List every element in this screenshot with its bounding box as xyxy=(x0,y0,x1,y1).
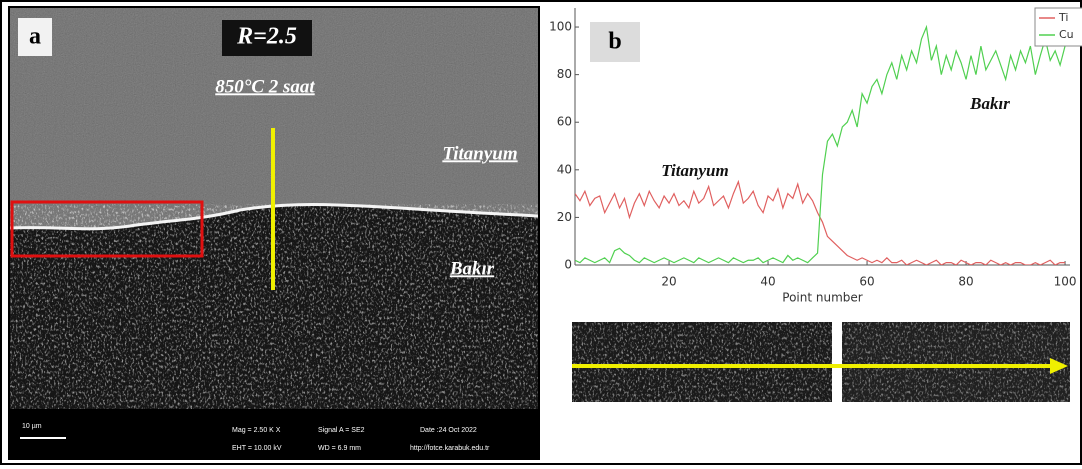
y-tick-label: 80 xyxy=(557,67,572,81)
scan-strip xyxy=(572,322,1070,402)
panel-label: a xyxy=(29,24,41,50)
info-text: Signal A = SE2 xyxy=(318,427,365,434)
y-tick-label: 60 xyxy=(557,115,572,129)
plot-area xyxy=(575,24,1066,265)
y-tick-label: 100 xyxy=(549,20,572,34)
x-tick-label: 100 xyxy=(1054,275,1077,289)
data-line xyxy=(575,24,1066,264)
x-tick-label: 40 xyxy=(760,275,775,289)
label-box xyxy=(590,22,640,62)
y-tick-label: 0 xyxy=(564,258,572,272)
x-tick-label: 80 xyxy=(958,275,973,289)
y-tick-label: 20 xyxy=(557,210,572,224)
panel-label: b xyxy=(608,29,621,55)
annotation: Bakır xyxy=(969,94,1010,113)
info-text: EHT = 10.00 kV xyxy=(232,445,282,452)
region-label: Bakır xyxy=(449,258,495,279)
legend-label: Cu xyxy=(1059,28,1074,41)
condition-label: 850°C 2 saat xyxy=(215,76,315,97)
region-label: Titanyum xyxy=(442,143,517,164)
x-tick-label: 60 xyxy=(859,275,874,289)
ratio-label: R=2.5 xyxy=(236,24,297,50)
legend-label: Ti xyxy=(1058,11,1068,24)
scale-label: 10 µm xyxy=(22,423,42,430)
legend-box xyxy=(1034,7,1082,47)
label-box xyxy=(18,18,52,56)
info-text: WD = 6.9 mm xyxy=(318,445,361,452)
y-tick-label: 40 xyxy=(557,162,572,176)
info-text: Mag = 2.50 K X xyxy=(232,427,281,434)
chart: 0 20 40 60 80 100 20 40 60 80 100 Point number Ti Cu b… xyxy=(549,7,1082,305)
info-text: http://fotce.karabuk.edu.tr xyxy=(410,445,490,452)
x-tick-label: 20 xyxy=(661,275,676,289)
x-axis-label: Point number xyxy=(782,291,863,305)
highlight-box xyxy=(10,200,204,258)
panel-a-border xyxy=(8,6,540,460)
ratio-box xyxy=(222,20,312,56)
info-bar xyxy=(10,409,538,458)
annotation: Titanyum xyxy=(661,161,728,180)
info-text: Date :24 Oct 2022 xyxy=(420,427,477,434)
